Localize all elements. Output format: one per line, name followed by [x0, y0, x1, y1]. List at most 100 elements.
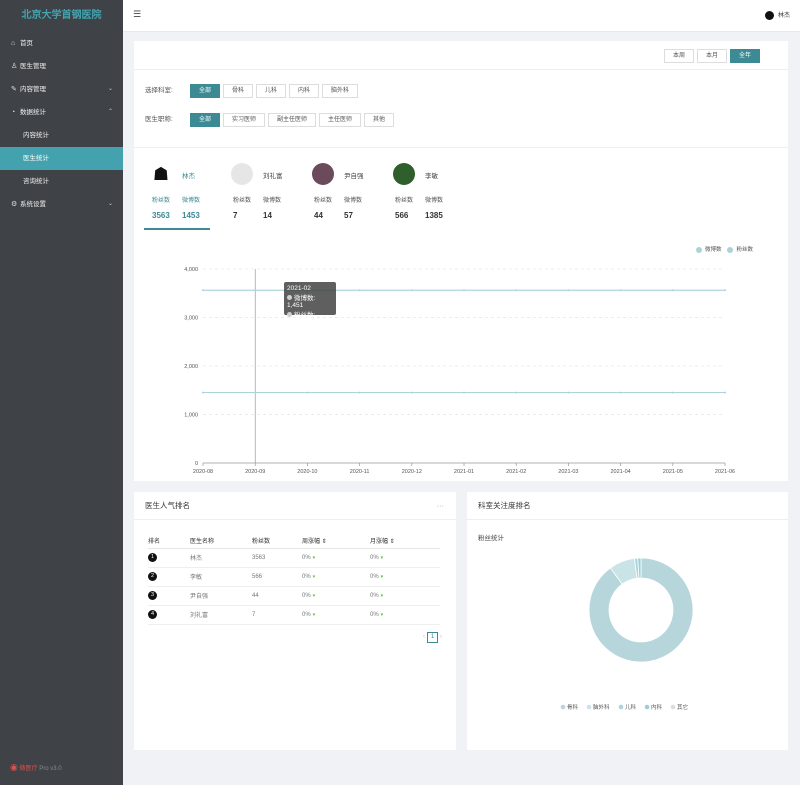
doctor-name: 刘礼富	[263, 173, 283, 180]
table-row: 2 李敏 566 0% ▾ 0% ▾	[148, 567, 440, 587]
sidebar-footer: ◉ 微医疗 Pro v3.0	[10, 762, 62, 773]
chart-legend: 微博数 粉丝数	[690, 245, 753, 253]
user-menu[interactable]: 林杰	[764, 10, 790, 20]
data-point	[306, 391, 309, 394]
sidebar-item-label: 系统设置	[20, 201, 46, 208]
fans-count: 7	[252, 605, 302, 625]
dept-filter: 选择科室: 全部 骨科 儿科 内科 脑外科	[145, 84, 359, 98]
month-change: 0%	[370, 554, 379, 561]
sidebar-item-consult-stats[interactable]: 咨询统计	[0, 170, 123, 193]
title-filter: 医生职称: 全部 实习医师 副主任医师 主任医师 其他	[145, 113, 395, 127]
dept-filter-label: 选择科室:	[145, 87, 173, 94]
legend-label: 内科	[651, 703, 663, 711]
data-point	[202, 289, 204, 292]
x-tick-label: 2021-06	[715, 469, 735, 475]
sidebar-item-home[interactable]: ⌂ 首页	[0, 32, 123, 55]
pagination: ‹ 1 ›	[423, 632, 442, 643]
dept-neuro-button[interactable]: 脑外科	[322, 84, 359, 98]
title-other-button[interactable]: 其他	[364, 113, 395, 127]
table-row: 1 林杰 3563 0% ▾ 0% ▾	[148, 548, 440, 568]
data-point	[724, 391, 726, 394]
sidebar-item-doctor-stats[interactable]: 医生统计	[0, 147, 123, 170]
more-icon[interactable]: ···	[436, 501, 445, 510]
posts-label: 微博数	[263, 198, 282, 204]
table-row: 4 刘礼富 7 0% ▾ 0% ▾	[148, 605, 440, 625]
sidebar-item-label: 内容管理	[20, 86, 46, 93]
avatar	[312, 163, 334, 185]
prev-page-icon[interactable]: ‹	[423, 634, 425, 640]
data-point	[619, 289, 622, 292]
card-title: 医生人气排名	[145, 501, 190, 510]
caret-icon: ▾	[312, 573, 316, 580]
dept-pediatric-button[interactable]: 儿科	[255, 84, 286, 98]
sidebar-item-label: 医生统计	[23, 155, 49, 162]
x-tick-label: 2021-04	[611, 469, 631, 475]
sidebar-item-data-stats[interactable]: ◔ 数据统计 ⌃	[0, 101, 123, 124]
legend-label[interactable]: 微博数	[704, 247, 722, 253]
range-week-button[interactable]: 本周	[663, 49, 694, 63]
donut-chart: 骨科 脑外科 儿科 内科 其它	[560, 557, 694, 711]
legend-swatch	[618, 704, 624, 710]
dept-all-button[interactable]: 全部	[189, 84, 220, 98]
legend-label: 脑外科	[593, 703, 610, 711]
chevron-up-icon: ⌃	[107, 109, 113, 115]
x-tick-label: 2020-12	[402, 469, 422, 475]
posts-count: 57	[344, 211, 353, 220]
x-tick-label: 2021-01	[454, 469, 474, 475]
range-year-button[interactable]: 全年	[729, 49, 760, 63]
rank-badge: 1	[148, 553, 157, 562]
posts-count: 1453	[182, 211, 200, 220]
data-point	[358, 289, 361, 292]
home-icon: ⌂	[11, 40, 16, 47]
next-page-icon[interactable]: ›	[440, 634, 442, 640]
data-point	[410, 391, 413, 394]
dept-internal-button[interactable]: 内科	[289, 84, 320, 98]
posts-label: 微博数	[344, 198, 363, 204]
legend-label: 其它	[677, 703, 688, 711]
data-point	[515, 289, 518, 292]
doctor-name: 林杰	[190, 548, 252, 568]
page-number[interactable]: 1	[427, 632, 438, 643]
caret-icon: ▾	[380, 592, 384, 599]
fans-count: 3563	[252, 548, 302, 568]
chart-tooltip: 2021-02 微博数: 1,451 粉丝数: 3,563	[284, 282, 336, 326]
pie-title: 粉丝统计	[478, 535, 504, 542]
legend-label[interactable]: 粉丝数	[736, 247, 753, 253]
doctor-stats-card: 本周 本月 全年 选择科室: 全部 骨科 儿科 内科 脑外科 医生职称: 全部 实习医师 副主任…	[134, 41, 788, 481]
caret-icon: ▾	[380, 611, 384, 618]
doctor-name: 李敏	[190, 567, 252, 587]
title-all-button[interactable]: 全部	[189, 113, 220, 127]
week-change: 0%	[302, 573, 311, 580]
data-point	[254, 289, 257, 292]
legend-swatch	[644, 704, 650, 710]
data-point	[567, 289, 570, 292]
sidebar-item-content-stats[interactable]: 内容统计	[0, 124, 123, 147]
x-tick-label: 2020-11	[350, 469, 370, 475]
legend-swatch	[695, 246, 702, 253]
sidebar-item-doctor-manage[interactable]: ♙ 医生管理	[0, 55, 123, 78]
user-icon: ♙	[11, 63, 18, 70]
title-associate-button[interactable]: 副主任医师	[267, 113, 316, 127]
doctor-name: 李敏	[425, 173, 438, 180]
title-chief-button[interactable]: 主任医师	[319, 113, 362, 127]
posts-count: 1385	[425, 211, 443, 220]
column-header[interactable]: 月涨幅 ⇕	[370, 534, 440, 549]
dept-ortho-button[interactable]: 骨科	[222, 84, 253, 98]
tooltip-dot	[287, 295, 292, 300]
x-tick-label: 2021-05	[663, 469, 683, 475]
posts-label: 微博数	[425, 198, 444, 204]
range-month-button[interactable]: 本月	[696, 49, 727, 63]
column-header[interactable]: 周涨幅 ⇕	[302, 534, 370, 549]
caret-icon: ▾	[380, 573, 384, 580]
legend-label: 儿科	[625, 703, 637, 711]
tooltip-title: 2021-02	[287, 285, 311, 292]
legend-swatch	[560, 704, 566, 710]
title-intern-button[interactable]: 实习医师	[222, 113, 265, 127]
menu-toggle-icon[interactable]: ☰	[133, 9, 142, 19]
data-point	[463, 289, 465, 292]
sidebar-item-settings[interactable]: ⚙ 系统设置 ⌄	[0, 193, 123, 216]
divider	[134, 147, 788, 148]
sidebar-item-content-manage[interactable]: ✎ 内容管理 ⌄	[0, 78, 123, 101]
fans-count: 7	[233, 211, 238, 220]
legend-swatch	[670, 704, 676, 710]
